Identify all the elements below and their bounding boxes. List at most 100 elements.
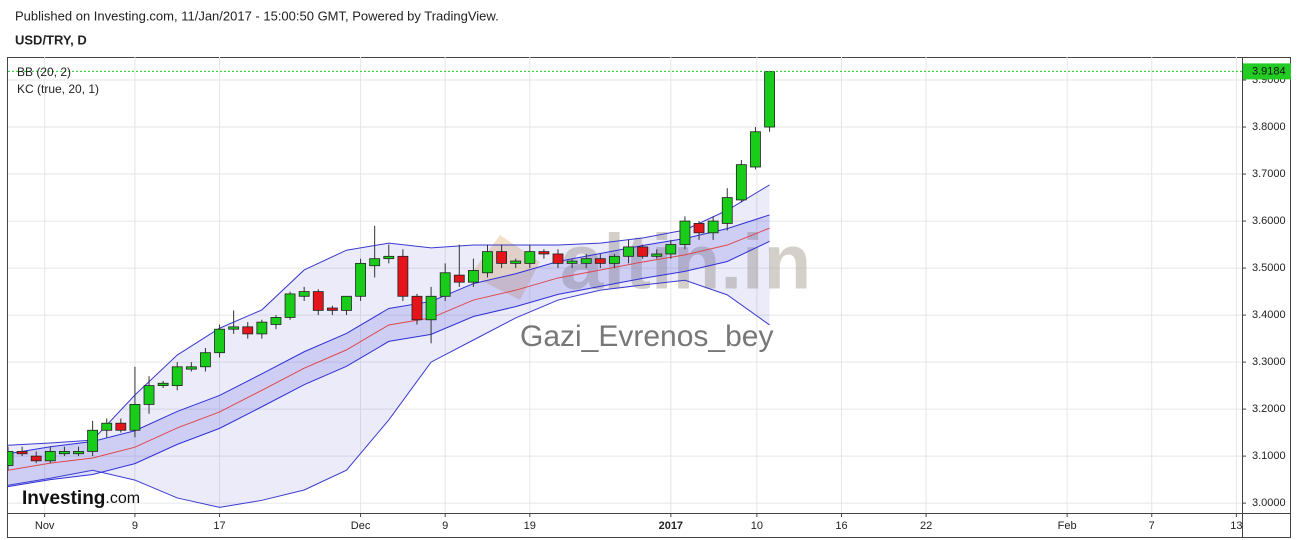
candle-body [369,258,381,267]
band-lower [8,279,770,508]
chart-frame [7,57,1291,538]
candle-body [735,164,747,201]
watermark-author: Gazi_Evrenos_bey [520,320,773,353]
candle-body [157,382,169,387]
candle-body [721,197,733,224]
candle-body [355,262,366,297]
x-tick-label: Feb [1058,520,1077,532]
candle-body [143,385,155,405]
candle-body [467,270,479,283]
candle-body [115,422,127,431]
x-tick-label: 16 [835,520,847,532]
candle-body [228,326,240,330]
candle-body [129,404,141,431]
candle-body [397,255,409,297]
candle-body [439,272,451,297]
candle-body [171,366,183,387]
band-fill [8,184,770,508]
candle-body [341,295,352,311]
y-tick-label: 3.4000 [1252,309,1286,321]
candle-body [609,255,620,264]
candle-body [30,455,42,462]
legend-entry: KC (true, 20, 1) [17,82,99,96]
x-tick-label: 2017 [659,520,683,532]
y-tick-label: 3.8000 [1252,121,1286,133]
candle-body [214,328,225,354]
candle-body [566,260,578,264]
candle-body [665,244,677,255]
y-tick-label: 3.0000 [1252,497,1286,509]
axes: 3.0000 3.1000 3.2000 3.3000 3.4000 3.5000 3.60… [35,63,1291,532]
x-tick-label: 9 [132,520,138,532]
published-note: Published on Investing.com, 11/Jan/2017 … [15,8,499,23]
symbol: USD/TRY, D [15,32,87,47]
candle-body [101,422,113,431]
candle-body [496,251,508,264]
candle-body [764,71,775,128]
x-tick-label: 19 [524,520,536,532]
band-fill [8,214,770,487]
last-price-box [1243,63,1291,80]
candle-body [200,352,211,368]
candle-body [482,251,493,274]
legend-entry: BB (20, 2) [17,65,71,79]
x-tick-label: 9 [442,520,448,532]
candle-body [637,246,649,257]
plot-area [8,70,1242,508]
y-tick-label: 3.1000 [1252,450,1286,462]
candle-body [510,260,522,264]
candle-body [425,295,437,321]
candle-body [185,366,197,370]
watermark: altin.in Gazi_Evrenos_bey [470,218,811,353]
candle-body [383,255,395,260]
x-tick-label: 10 [751,520,763,532]
x-tick-label: Nov [35,520,55,532]
y-tick-label: 3.3000 [1252,356,1286,368]
candle-body [284,293,296,318]
last-price-label: 3.9184 [1252,65,1286,77]
candle-body [679,220,691,245]
x-tick-label: 17 [213,520,225,532]
candle-body [298,291,310,297]
y-tick-label: 3.2000 [1252,403,1286,415]
x-tick-label: 13 [1230,520,1242,532]
candle-body [59,451,70,455]
candle-body [651,253,663,257]
logo-suffix: .com [105,490,140,507]
candle-body [693,223,705,234]
y-tick-label: 3.7000 [1252,168,1286,180]
candle-body [538,251,550,255]
candle-body [73,451,84,455]
candle-body [552,253,564,264]
logo-brand: Investing [22,488,105,509]
y-tick-label: 3.5000 [1252,262,1286,274]
candle-body [411,295,423,321]
candle-body [312,291,324,311]
band-middle [8,227,770,471]
candle-body [87,429,99,452]
watermark-icon [470,235,540,300]
candle-body [270,317,282,325]
candle-body [453,274,465,283]
candle-body [623,246,634,257]
candle-body [580,258,592,264]
candle-body [242,326,254,335]
x-tick-label: Dec [351,520,371,532]
y-tick-label: 3.6000 [1252,215,1286,227]
candle-body [524,251,536,264]
candle-body [256,321,268,335]
candle-body [750,131,761,168]
candle-body [16,451,28,455]
grid [8,57,1242,513]
band-lower [8,240,770,488]
candle-body [8,451,14,466]
x-tick-label: 7 [1149,520,1155,532]
candle-body [594,258,606,264]
x-tick-label: 22 [920,520,932,532]
candle-body [44,451,56,462]
candle-body [707,220,719,234]
candle-body [326,307,338,311]
logo: Investing.com [22,488,140,509]
